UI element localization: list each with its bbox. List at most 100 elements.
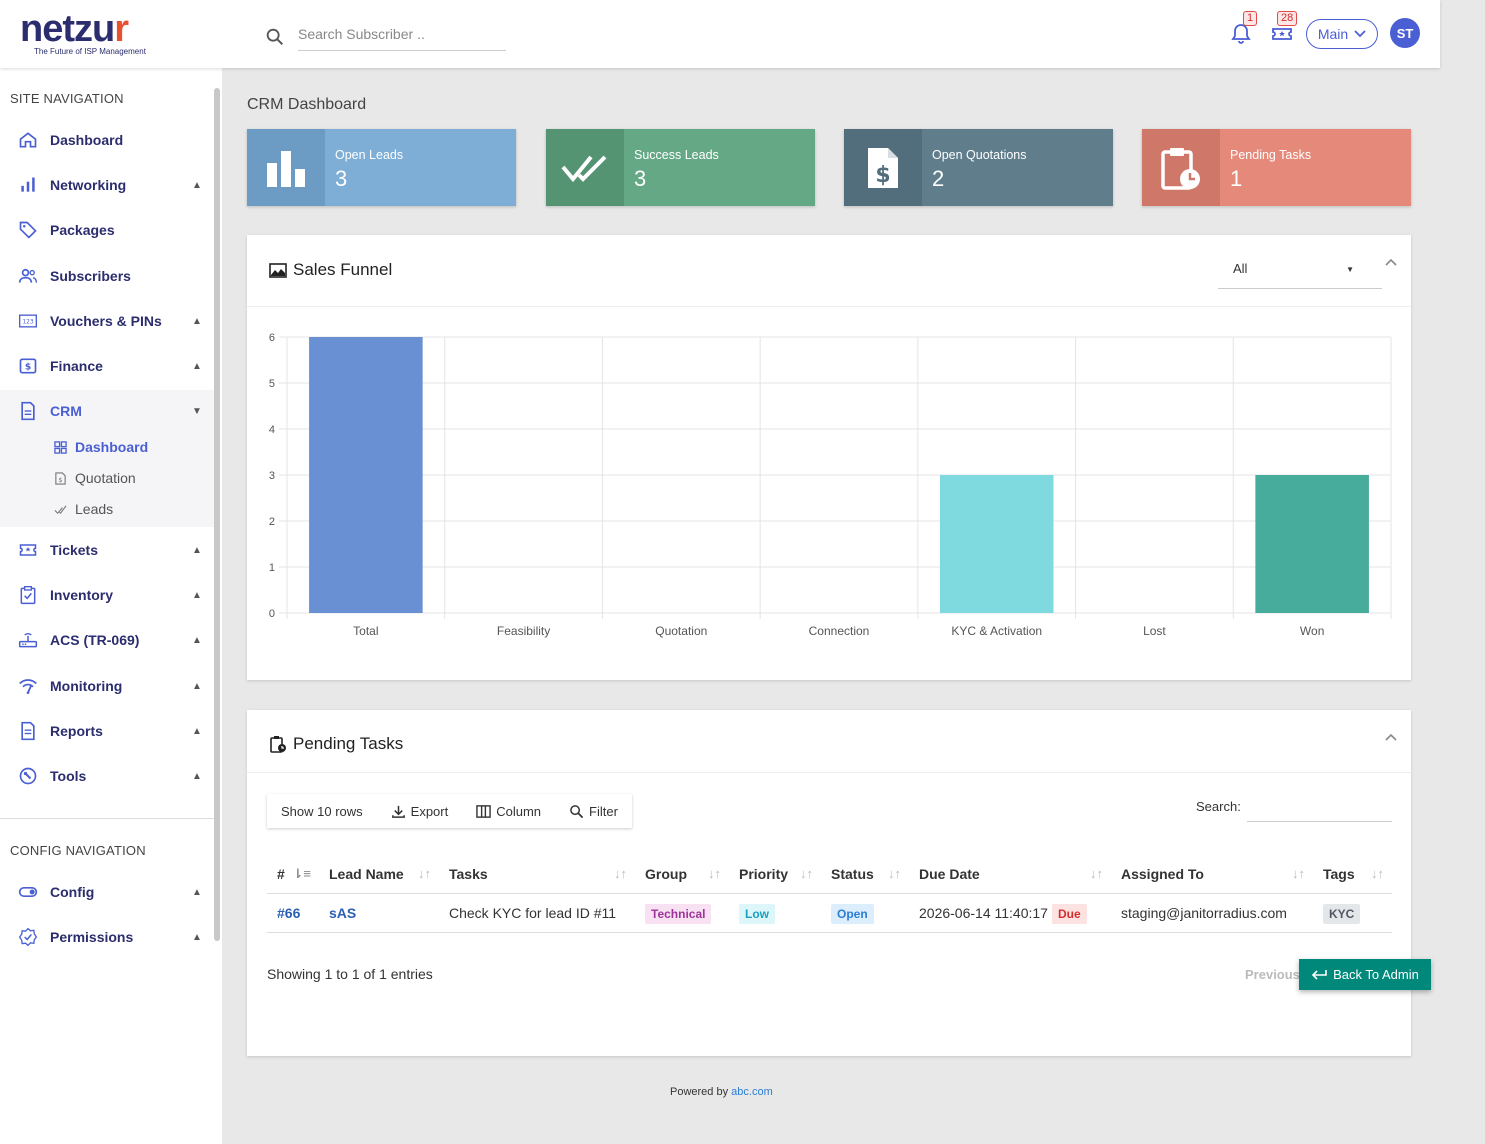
sidebar-item-networking[interactable]: Networking ▲ xyxy=(0,170,214,200)
sidebar-item-subscribers[interactable]: Subscribers xyxy=(0,261,214,291)
tag-badge: KYC xyxy=(1323,903,1361,924)
subscriber-search xyxy=(264,22,506,51)
chevron-down-icon xyxy=(1354,30,1366,38)
router-icon xyxy=(18,633,38,648)
column-header-status[interactable]: Status ↓↑ xyxy=(821,855,909,894)
sidebar-item-label: Networking xyxy=(50,177,127,193)
sidebar-subitem-crm-dashboard[interactable]: Dashboard xyxy=(54,439,148,455)
stat-value: 1 xyxy=(1230,166,1243,191)
stat-card-open-leads[interactable]: Open Leads 3 xyxy=(247,129,516,206)
sidebar-item-label: Packages xyxy=(50,222,115,238)
sidebar-scrollbar[interactable] xyxy=(214,88,220,941)
return-arrow-icon xyxy=(1311,969,1327,980)
caret-up-icon: ▲ xyxy=(192,360,202,372)
table-row[interactable]: #66 sAS Check KYC for lead ID #11 Techni… xyxy=(267,893,1392,933)
sort-icon: ↓↑ xyxy=(614,866,627,881)
sidebar-item-dashboard[interactable]: Dashboard xyxy=(0,125,214,155)
column-header-group[interactable]: Group ↓↑ xyxy=(635,855,729,894)
sidebar-item-tools[interactable]: Tools ▲ xyxy=(0,761,214,791)
sidebar-item-vouchers[interactable]: 123 Vouchers & PINs ▲ xyxy=(0,306,214,336)
y-tick-label: 0 xyxy=(269,608,275,620)
column-header-id[interactable]: # ⇂≡ xyxy=(267,855,319,894)
funnel-filter-value: All xyxy=(1233,261,1248,276)
sidebar-item-monitoring[interactable]: Monitoring ▲ xyxy=(0,671,214,701)
page-title: CRM Dashboard xyxy=(247,96,367,113)
sidebar-subitem-quotation[interactable]: $ Quotation xyxy=(54,470,136,486)
sort-icon: ↓↑ xyxy=(888,866,901,881)
stat-label: Pending Tasks xyxy=(1230,148,1312,162)
sidebar-item-finance[interactable]: $ Finance ▲ xyxy=(0,351,214,381)
x-tick-label: Connection xyxy=(809,624,870,638)
netzur-logo[interactable]: netzur The Future of ISP Management xyxy=(20,10,146,56)
chevron-up-icon[interactable] xyxy=(1385,732,1397,744)
bell-icon[interactable] xyxy=(1229,22,1253,46)
sales-funnel-title: Sales Funnel xyxy=(293,260,393,279)
svg-text:$: $ xyxy=(58,476,62,484)
task-id-link[interactable]: #66 xyxy=(277,904,301,921)
filter-button[interactable]: Filter xyxy=(555,794,632,828)
caret-up-icon: ▲ xyxy=(192,544,202,556)
sidebar-item-inventory[interactable]: Inventory ▲ xyxy=(0,580,214,610)
sidebar-item-reports[interactable]: Reports ▲ xyxy=(0,716,214,746)
svg-text:123: 123 xyxy=(22,320,33,326)
column-header-tasks[interactable]: Tasks ↓↑ xyxy=(439,855,635,894)
footer-link[interactable]: abc.com xyxy=(731,1086,773,1098)
pending-tasks-header: Pending Tasks xyxy=(247,710,1411,773)
show-rows-button[interactable]: Show 10 rows xyxy=(267,794,377,828)
ticket-icon xyxy=(19,544,37,556)
sort-icon: ↓↑ xyxy=(418,866,431,881)
config-navigation-heading: CONFIG NAVIGATION xyxy=(10,843,146,858)
table-search-input[interactable] xyxy=(1247,794,1392,822)
x-tick-label: Quotation xyxy=(655,624,707,638)
sidebar-item-permissions[interactable]: Permissions ▲ xyxy=(0,922,214,952)
column-header-assigned-to[interactable]: Assigned To ↓↑ xyxy=(1111,855,1313,894)
sidebar-subitem-label: Dashboard xyxy=(75,439,149,455)
crm-group xyxy=(0,390,214,527)
sidebar-item-crm[interactable]: CRM ▼ xyxy=(0,396,214,426)
y-tick-label: 3 xyxy=(269,470,275,482)
chart-bar xyxy=(309,337,423,613)
sidebar-item-label: Subscribers xyxy=(50,268,131,284)
export-button[interactable]: Export xyxy=(377,794,463,828)
column-header-tags[interactable]: Tags ↓↑ xyxy=(1313,855,1392,894)
funnel-filter-select[interactable]: All ▼ xyxy=(1218,252,1382,289)
wrench-icon xyxy=(19,767,37,785)
area-chart-icon xyxy=(269,263,287,278)
sidebar-item-packages[interactable]: Packages xyxy=(0,215,214,245)
sidebar-item-config[interactable]: Config ▲ xyxy=(0,877,214,907)
voucher-icon: 123 xyxy=(19,314,37,328)
x-tick-label: Won xyxy=(1300,624,1324,638)
back-to-admin-button[interactable]: Back To Admin xyxy=(1299,959,1431,990)
column-header-priority[interactable]: Priority ↓↑ xyxy=(729,855,821,894)
column-button[interactable]: Column xyxy=(462,794,555,828)
caret-up-icon: ▲ xyxy=(192,179,202,191)
pending-tasks-title: Pending Tasks xyxy=(293,734,404,753)
clipboard-clock-icon xyxy=(1161,147,1200,190)
ticket-icon[interactable] xyxy=(1270,22,1294,46)
x-tick-label: Total xyxy=(353,624,378,638)
stat-icon-box xyxy=(1142,129,1220,206)
caret-down-icon: ▼ xyxy=(1346,265,1354,274)
table-header-row: # ⇂≡ Lead Name ↓↑ Tasks ↓↑ Group ↓↑ Priority… xyxy=(267,855,1392,894)
download-icon xyxy=(391,805,405,818)
user-avatar[interactable]: ST xyxy=(1390,18,1420,48)
branch-select[interactable]: Main xyxy=(1306,19,1378,49)
column-header-due-date[interactable]: Due Date ↓↑ xyxy=(909,855,1111,894)
chart-bar xyxy=(939,475,1054,613)
stat-card-pending-tasks[interactable]: Pending Tasks 1 xyxy=(1142,129,1411,206)
search-input[interactable] xyxy=(298,22,506,51)
chevron-up-icon[interactable] xyxy=(1385,257,1397,269)
stat-card-open-quotations[interactable]: $ Open Quotations 2 xyxy=(844,129,1113,206)
sidebar-subitem-label: Quotation xyxy=(75,470,136,486)
previous-page-button[interactable]: Previous xyxy=(1245,967,1300,982)
sidebar-item-label: Reports xyxy=(50,723,103,739)
lead-name-link[interactable]: sAS xyxy=(329,904,357,921)
sidebar-item-acs[interactable]: ACS (TR-069) ▲ xyxy=(0,625,214,655)
sidebar-item-tickets[interactable]: Tickets ▲ xyxy=(0,535,214,565)
stat-card-success-leads[interactable]: Success Leads 3 xyxy=(546,129,815,206)
sidebar-subitem-leads[interactable]: Leads xyxy=(54,501,113,517)
column-header-lead-name[interactable]: Lead Name ↓↑ xyxy=(319,855,439,894)
stat-label: Open Quotations xyxy=(932,148,1027,162)
table-search-label: Search: xyxy=(1196,799,1241,814)
powered-by-text: Powered by xyxy=(670,1086,729,1098)
